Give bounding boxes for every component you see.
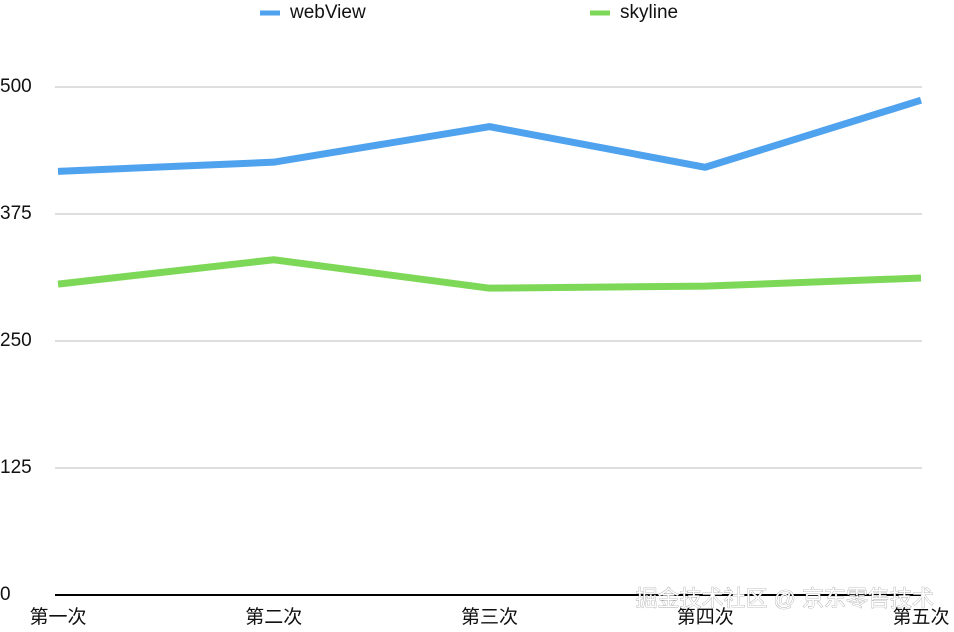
y-tick-label: 0 bbox=[0, 584, 11, 605]
legend-label: webView bbox=[289, 2, 366, 23]
watermark: 掘金技术社区 @ 京东零售技术 bbox=[635, 586, 934, 611]
series-line bbox=[57, 256, 922, 292]
y-tick-label: 125 bbox=[0, 457, 32, 478]
y-tick-label: 500 bbox=[0, 76, 32, 97]
legend-label: skyline bbox=[620, 2, 678, 23]
x-tick-label: 第一次 bbox=[29, 606, 86, 628]
x-tick-label: 第三次 bbox=[461, 606, 518, 628]
x-tick-label: 第二次 bbox=[245, 606, 302, 628]
y-tick-label: 250 bbox=[0, 330, 32, 351]
y-tick-label: 375 bbox=[0, 203, 32, 224]
x-tick-label: 第五次 bbox=[892, 606, 949, 628]
series-line bbox=[57, 96, 923, 175]
x-tick-label: 第四次 bbox=[677, 606, 734, 628]
